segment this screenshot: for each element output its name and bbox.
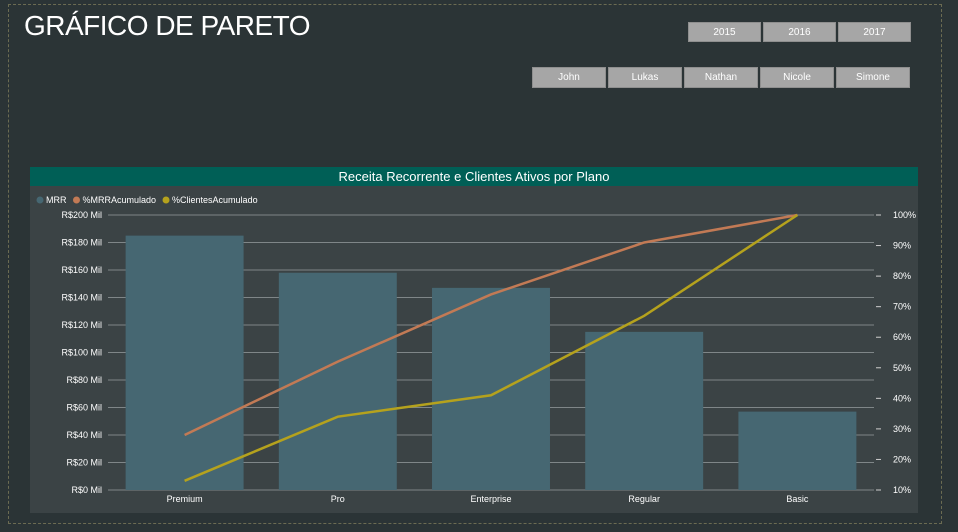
legend-marker <box>36 196 44 204</box>
x-tick-label: Pro <box>331 494 345 504</box>
year-button-2015[interactable]: 2015 <box>688 22 761 42</box>
y-right-tick-label: 100% <box>893 210 916 220</box>
x-tick-label: Premium <box>167 494 203 504</box>
y-left-tick-label: R$160 Mil <box>61 265 102 275</box>
x-tick-label: Regular <box>628 494 660 504</box>
legend-marker <box>162 196 170 204</box>
y-right-tick-label: 90% <box>893 241 911 251</box>
year-slicer: 2015 2016 2017 <box>688 22 911 42</box>
y-left-tick-label: R$120 Mil <box>61 320 102 330</box>
legend-label: MRR <box>46 195 67 205</box>
y-right-tick-label: 50% <box>893 363 911 373</box>
pareto-chart: R$0 Mil R$20 Mil R$40 Mil R$60 Mil R$80 Mil R… <box>36 195 916 504</box>
person-button-lukas[interactable]: Lukas <box>608 67 682 88</box>
report-frame <box>8 4 942 524</box>
legend-label: %ClientesAcumulado <box>172 195 258 205</box>
bar-enterprise <box>432 287 550 490</box>
y-left-tick-label: R$100 Mil <box>61 348 102 358</box>
year-button-2016[interactable]: 2016 <box>763 22 836 42</box>
y-left-tick-label: R$200 Mil <box>61 210 102 220</box>
pareto-chart-panel: Receita Recorrente e Clientes Ativos por… <box>30 167 918 513</box>
bar-basic <box>738 411 857 490</box>
page-title: GRÁFICO DE PARETO <box>24 10 311 41</box>
line-pct-mrracumulado <box>184 213 798 437</box>
y-left-tick-label: R$0 Mil <box>71 485 102 495</box>
y-left-tick-label: R$60 Mil <box>66 403 102 413</box>
y-right-tick-label: 70% <box>893 302 911 312</box>
chart-title: Receita Recorrente e Clientes Ativos por… <box>30 167 918 186</box>
y-left-tick-label: R$140 Mil <box>61 293 102 303</box>
legend-marker <box>73 196 80 204</box>
person-button-simone[interactable]: Simone <box>836 67 910 88</box>
y-right-tick-label: 30% <box>893 424 911 434</box>
y-right-tick-label: 80% <box>893 271 911 281</box>
legend-label: %MRRAcumulado <box>83 195 157 205</box>
person-button-nathan[interactable]: Nathan <box>684 67 758 88</box>
bar-regular <box>585 331 704 490</box>
y-right-tick-label: 40% <box>893 393 911 403</box>
x-tick-label: Basic <box>786 494 809 504</box>
x-tick-label: Enterprise <box>470 494 511 504</box>
y-right-tick-label: 60% <box>893 332 911 342</box>
bar-premium <box>125 235 244 490</box>
y-left-tick-label: R$40 Mil <box>66 430 102 440</box>
y-left-tick-label: R$180 Mil <box>61 238 102 248</box>
y-left-tick-label: R$80 Mil <box>66 375 102 385</box>
y-right-tick-label: 10% <box>893 485 911 495</box>
person-button-nicole[interactable]: Nicole <box>760 67 834 88</box>
person-button-john[interactable]: John <box>532 67 606 88</box>
line-pct-clientesacumulado <box>184 213 799 482</box>
person-slicer: John Lukas Nathan Nicole Simone <box>532 67 910 88</box>
y-right-tick-label: 20% <box>893 454 911 464</box>
year-button-2017[interactable]: 2017 <box>838 22 911 42</box>
y-left-tick-label: R$20 Mil <box>66 458 102 468</box>
